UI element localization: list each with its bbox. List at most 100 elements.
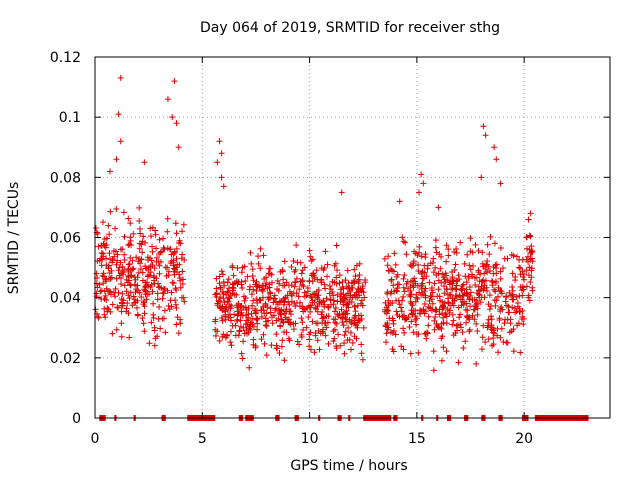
data-point — [98, 256, 105, 263]
data-point — [351, 280, 358, 287]
data-point — [528, 274, 535, 281]
data-point — [413, 331, 420, 338]
data-point — [333, 320, 340, 327]
data-point — [354, 324, 361, 331]
data-point — [512, 309, 519, 316]
data-point — [125, 292, 132, 299]
data-point — [492, 278, 499, 285]
data-point — [355, 276, 362, 283]
data-point — [493, 156, 500, 163]
data-point — [342, 277, 349, 284]
data-point — [443, 320, 450, 327]
data-point — [301, 305, 308, 312]
y-axis-label: SRMTID / TECUs — [6, 182, 22, 295]
data-point — [393, 308, 400, 315]
data-point — [497, 334, 504, 341]
data-point — [288, 263, 295, 270]
data-point — [392, 331, 399, 338]
data-point — [151, 342, 158, 349]
data-point — [267, 305, 274, 312]
data-point — [416, 289, 423, 296]
data-point — [459, 299, 466, 306]
data-point — [445, 300, 452, 307]
data-point — [138, 256, 145, 263]
data-point — [409, 311, 416, 318]
data-point — [429, 300, 436, 307]
data-point — [156, 262, 163, 269]
data-point — [176, 271, 183, 278]
data-point — [432, 237, 439, 244]
data-point — [396, 198, 403, 205]
data-point — [467, 303, 474, 310]
data-point — [336, 279, 343, 286]
data-point — [298, 331, 305, 338]
data-point — [481, 270, 488, 277]
data-point — [453, 249, 460, 256]
data-point — [401, 329, 408, 336]
data-point — [219, 333, 226, 340]
data-point — [352, 308, 359, 315]
data-point — [476, 294, 483, 301]
data-point — [387, 266, 394, 273]
data-point — [151, 277, 158, 284]
data-point — [133, 254, 140, 261]
data-point — [125, 265, 132, 272]
data-point — [516, 264, 523, 271]
data-point — [313, 267, 320, 274]
data-point — [337, 298, 344, 305]
data-point — [113, 156, 120, 163]
data-point — [358, 350, 365, 357]
data-point — [129, 302, 136, 309]
data-point — [430, 367, 437, 374]
data-point — [313, 320, 320, 327]
data-point — [244, 321, 251, 328]
data-point — [165, 268, 172, 275]
data-point — [96, 281, 103, 288]
data-point — [481, 263, 488, 270]
data-point — [322, 332, 329, 339]
data-point — [151, 265, 158, 272]
data-point — [408, 318, 415, 325]
data-point — [334, 311, 341, 318]
data-point — [330, 301, 337, 308]
data-point — [400, 346, 407, 353]
data-point — [505, 303, 512, 310]
data-point — [230, 272, 237, 279]
data-point — [156, 236, 163, 243]
data-point — [219, 317, 226, 324]
data-point — [524, 245, 531, 252]
data-point — [117, 274, 124, 281]
data-point — [300, 327, 307, 334]
chart-title: Day 064 of 2019, SRMTID for receiver sth… — [200, 20, 500, 36]
data-point — [242, 277, 249, 284]
data-point — [140, 320, 147, 327]
data-point — [115, 304, 122, 311]
data-point — [401, 288, 408, 295]
data-point — [154, 290, 161, 297]
data-point — [293, 242, 300, 249]
data-point — [112, 225, 119, 232]
data-point — [449, 280, 456, 287]
data-point — [504, 255, 511, 262]
data-point — [125, 273, 132, 280]
data-point — [387, 329, 394, 336]
data-point — [249, 321, 256, 328]
data-point — [234, 264, 241, 271]
data-point — [245, 305, 252, 312]
data-point — [416, 249, 423, 256]
data-point — [139, 315, 146, 322]
data-point — [472, 282, 479, 289]
data-point — [225, 298, 232, 305]
data-point — [510, 326, 517, 333]
data-point — [100, 250, 107, 257]
data-point — [445, 252, 452, 259]
data-point — [280, 276, 287, 283]
data-point — [440, 303, 447, 310]
data-point — [143, 296, 150, 303]
data-point — [114, 257, 121, 264]
data-point — [432, 308, 439, 315]
data-point — [114, 304, 121, 311]
data-point — [216, 337, 223, 344]
data-point — [451, 249, 458, 256]
